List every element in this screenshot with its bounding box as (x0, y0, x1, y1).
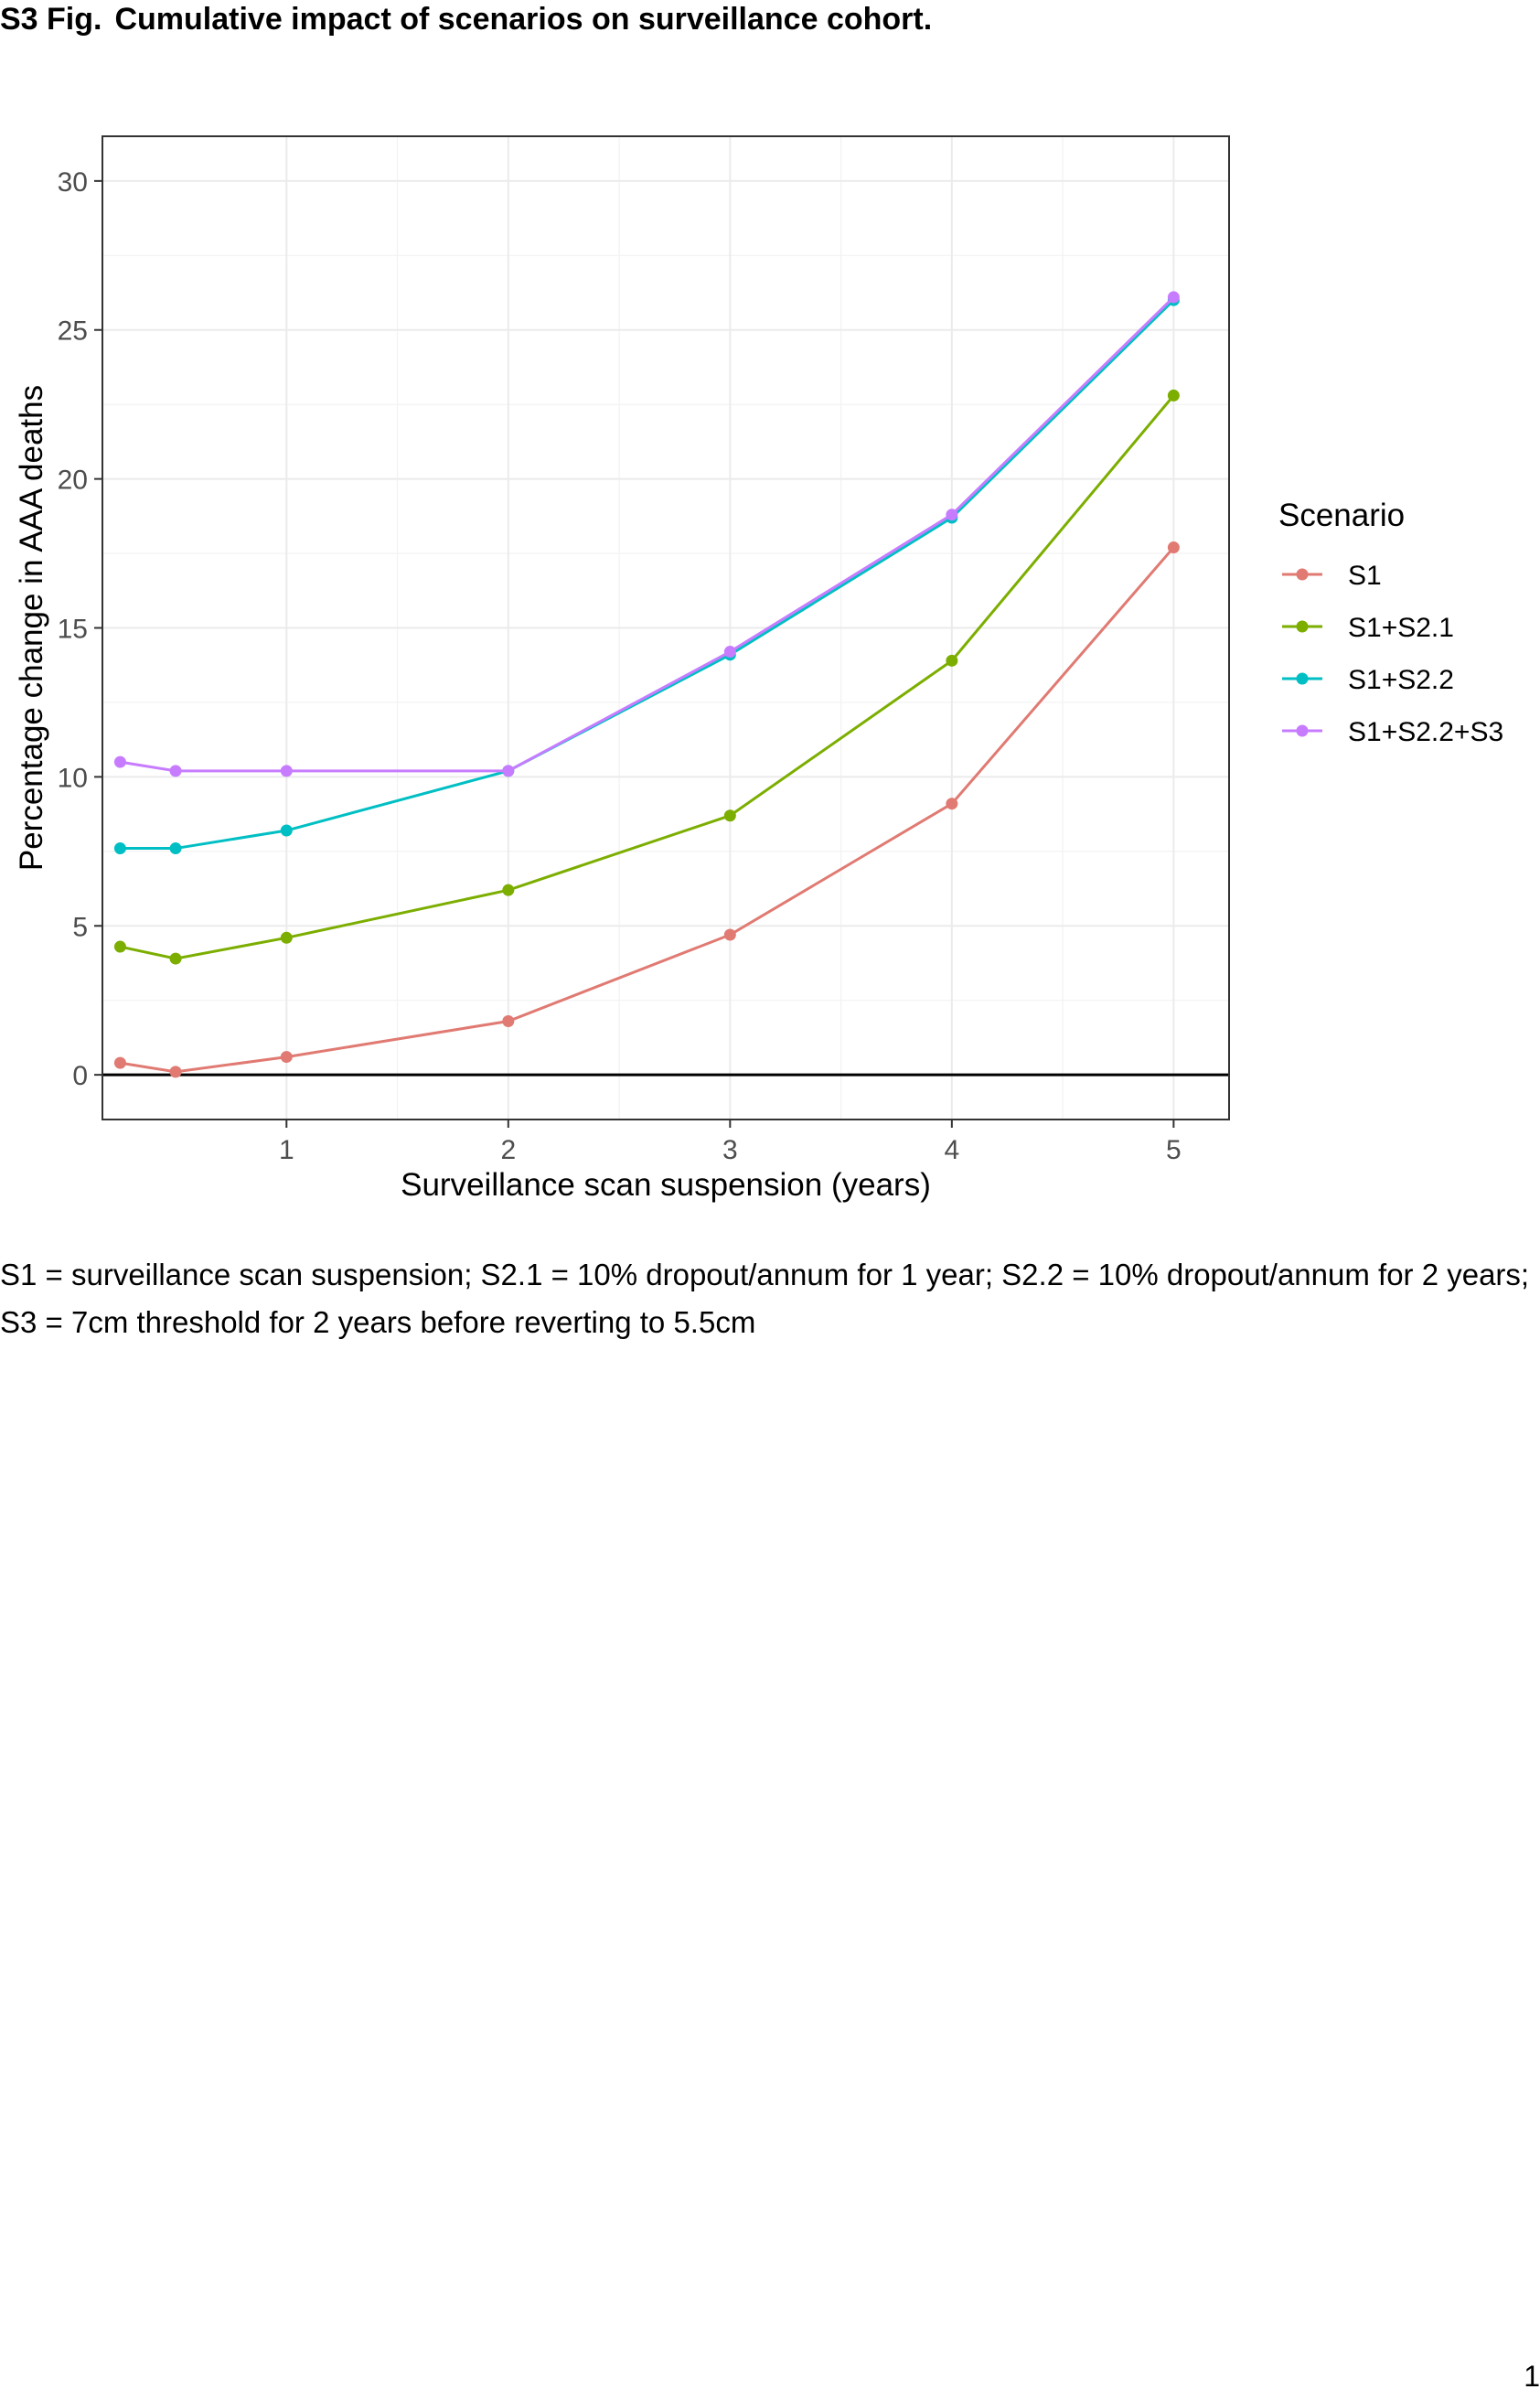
data-point (280, 931, 293, 944)
data-point (113, 755, 126, 768)
legend-item: S1+S2.2 (1282, 665, 1454, 695)
y-tick-label: 25 (58, 316, 88, 347)
x-tick-label: 2 (500, 1135, 516, 1165)
x-tick-label: 5 (1166, 1135, 1182, 1165)
series-line (120, 299, 1175, 851)
legend-label: S1 (1348, 561, 1382, 591)
y-tick-label: 5 (72, 912, 88, 942)
legend-key-point (1296, 568, 1309, 581)
data-point (723, 809, 736, 822)
page-number: 1 (1524, 2360, 1540, 2393)
data-point (169, 1066, 182, 1078)
legend: Scenario S1 S1+S2.1 S1+S2.2 S1+S2.2+S3 (1278, 498, 1503, 747)
legend-title: Scenario (1278, 498, 1405, 533)
data-point (169, 842, 182, 855)
data-point (946, 509, 958, 521)
series-s1-s2-1 (113, 389, 1180, 965)
data-point (113, 940, 126, 953)
data-point (169, 952, 182, 965)
data-point (723, 928, 736, 941)
legend-label: S1+S2.1 (1348, 613, 1454, 643)
data-point (502, 765, 515, 777)
x-tick-label: 4 (945, 1135, 960, 1165)
figure-title: S3 Fig. Cumulative impact of scenarios on… (0, 2, 932, 38)
legend-key-point (1296, 620, 1309, 633)
data-point (280, 765, 293, 777)
data-point (280, 1051, 293, 1064)
data-point (502, 884, 515, 896)
figure-label: S3 Fig. (0, 2, 102, 37)
data-point (1167, 389, 1180, 402)
y-axis-title: Percentage change in AAA deaths (14, 385, 49, 871)
series-line (120, 546, 1175, 1074)
figure-title-text: Cumulative impact of scenarios on survei… (114, 2, 933, 37)
series-line (120, 394, 1175, 960)
x-axis-title: Surveillance scan suspension (years) (401, 1167, 931, 1203)
legend-key-point (1296, 672, 1309, 685)
data-point (723, 646, 736, 659)
legend-item: S1+S2.2+S3 (1282, 717, 1503, 747)
y-axis: 0 5 10 15 20 25 30 (58, 167, 102, 1091)
data-point (946, 798, 958, 810)
y-tick-label: 20 (58, 466, 88, 496)
data-point (946, 654, 958, 667)
data-point (502, 1015, 515, 1027)
chart: 0 5 10 15 20 25 30 1 2 3 4 5 Surveillance scan sus… (14, 135, 1503, 1203)
data-point (280, 824, 293, 837)
major-gridlines (102, 136, 1229, 1120)
legend-key-point (1296, 724, 1309, 737)
data-point (169, 765, 182, 777)
series-layer (102, 291, 1229, 1078)
x-axis: 1 2 3 4 5 (279, 1120, 1182, 1165)
series-s1-s2-2-s3 (113, 291, 1180, 777)
data-point (1167, 541, 1180, 554)
legend-item: S1+S2.1 (1282, 613, 1454, 643)
legend-label: S1+S2.2 (1348, 665, 1454, 695)
x-tick-label: 3 (722, 1135, 738, 1165)
y-tick-label: 15 (58, 615, 88, 645)
series-s1 (113, 541, 1180, 1078)
y-tick-label: 10 (58, 763, 88, 793)
legend-label: S1+S2.2+S3 (1348, 717, 1503, 747)
y-tick-label: 0 (72, 1061, 88, 1091)
series-line (120, 295, 1175, 773)
x-tick-label: 1 (279, 1135, 294, 1165)
data-point (113, 1056, 126, 1069)
y-tick-label: 30 (58, 167, 88, 198)
figure-caption: S1 = surveillance scan suspension; S2.1 … (0, 1258, 1530, 1339)
legend-item: S1 (1282, 561, 1382, 591)
data-point (113, 842, 126, 855)
data-point (1167, 291, 1180, 304)
